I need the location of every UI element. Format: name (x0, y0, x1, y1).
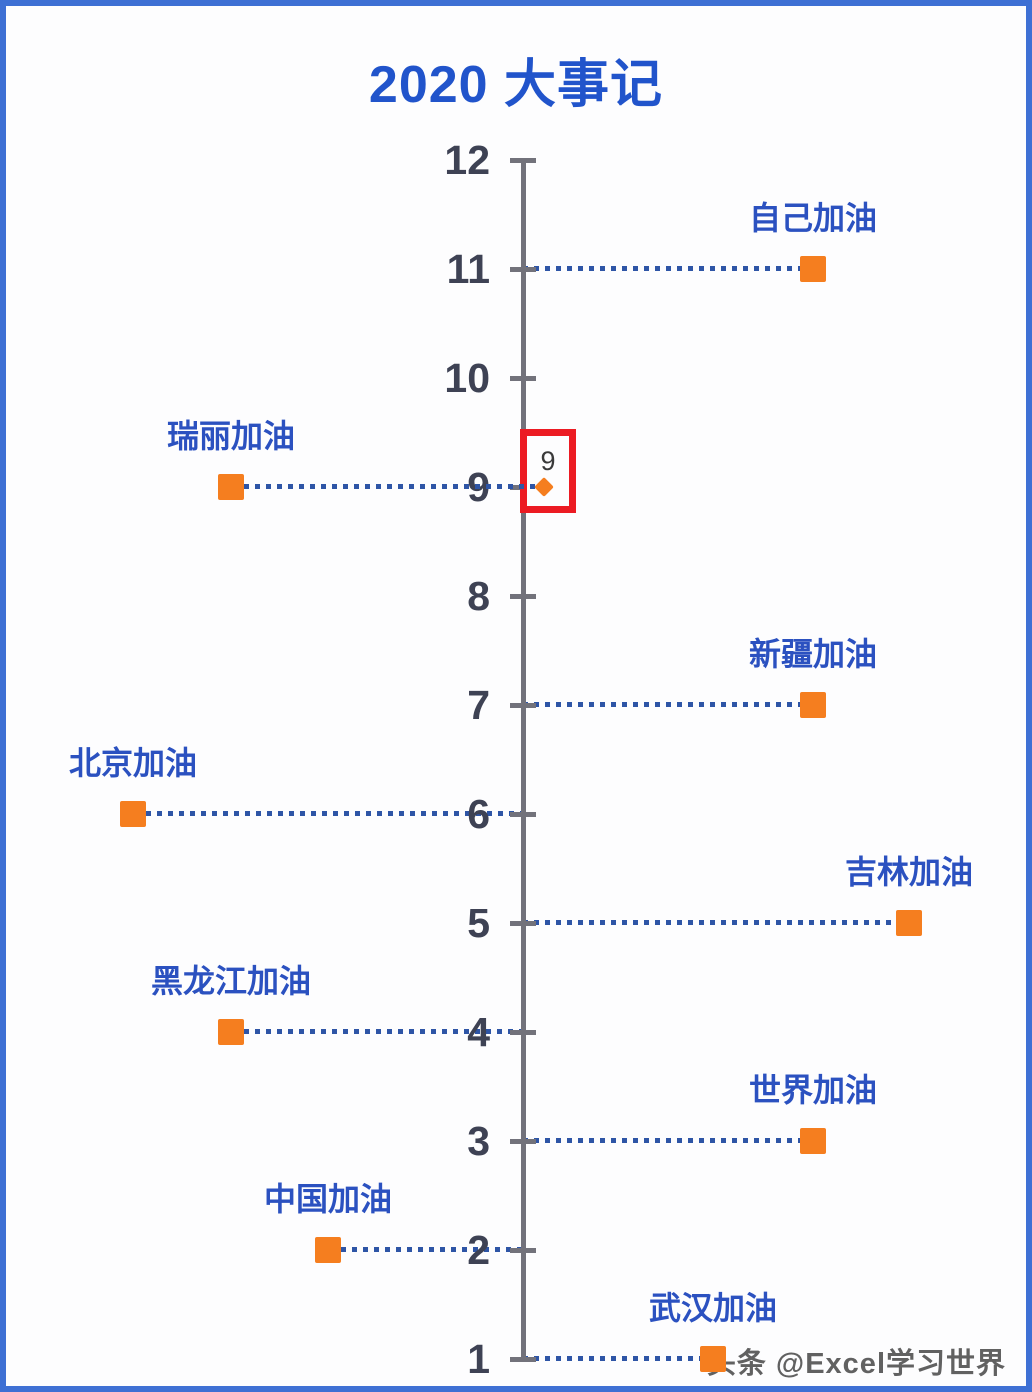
event-label: 中国加油 (263, 1181, 392, 1217)
axis-tick-label: 3 (467, 1118, 490, 1164)
event-marker (896, 910, 922, 936)
axis-tick (510, 267, 536, 272)
axis-tick (510, 812, 536, 817)
event-label: 世界加油 (748, 1072, 877, 1108)
event-label: 北京加油 (68, 745, 197, 781)
axis-tick-label: 12 (444, 137, 490, 183)
event-marker (800, 1128, 826, 1154)
axis-tick-label: 1 (467, 1336, 490, 1382)
axis-tick (510, 1357, 536, 1362)
axis-tick (510, 1139, 536, 1144)
chart-title: 2020 大事记 (368, 56, 664, 114)
event-connector (523, 702, 800, 707)
event-label: 自己加油 (748, 200, 877, 236)
axis-tick-label: 7 (467, 682, 490, 728)
axis-tick-label: 6 (467, 791, 490, 837)
event-label: 瑞丽加油 (166, 418, 295, 454)
event-connector (244, 1029, 523, 1034)
event-label: 新疆加油 (748, 636, 877, 672)
axis-tick (510, 158, 536, 163)
event-connector (146, 811, 523, 816)
event-label: 吉林加油 (844, 854, 973, 890)
event-marker (800, 256, 826, 282)
event-connector (341, 1247, 523, 1252)
event-label: 黑龙江加油 (150, 963, 311, 999)
event-marker (218, 474, 244, 500)
axis-tick (510, 594, 536, 599)
event-marker (218, 1019, 244, 1045)
event-connector (523, 920, 896, 925)
highlight-box: 9 (520, 429, 576, 513)
axis-tick (510, 376, 536, 381)
event-connector (244, 484, 537, 489)
event-marker (700, 1346, 726, 1372)
event-connector (523, 266, 800, 271)
event-connector (523, 1138, 800, 1143)
axis-tick (510, 703, 536, 708)
watermark: 头条 @Excel学习世界 (706, 1348, 1006, 1380)
event-connector (523, 1356, 700, 1361)
highlight-value: 9 (540, 446, 556, 476)
event-marker (800, 692, 826, 718)
axis-tick (510, 921, 536, 926)
axis-tick-label: 8 (467, 573, 490, 619)
axis-tick-label: 5 (467, 900, 490, 946)
axis-tick-label: 11 (446, 246, 490, 292)
axis-tick-label: 4 (467, 1009, 490, 1055)
event-marker (315, 1237, 341, 1263)
event-label: 武汉加油 (648, 1290, 777, 1326)
event-marker (120, 801, 146, 827)
axis-line (521, 158, 526, 1361)
axis-tick (510, 1248, 536, 1253)
axis-tick-label: 2 (467, 1227, 490, 1273)
axis-tick (510, 1030, 536, 1035)
axis-tick-label: 10 (444, 355, 490, 401)
